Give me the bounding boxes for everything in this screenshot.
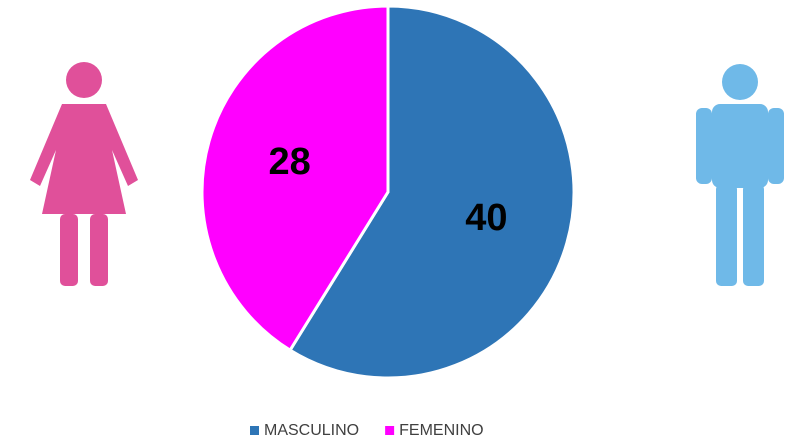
pie: 40 28 [200,4,576,380]
female-icon [30,62,138,286]
legend-label: FEMENINO [399,422,483,439]
legend-label: MASCULINO [264,422,359,439]
data-label: 28 [268,141,310,183]
legend-swatch [385,426,395,435]
pie-slice [200,4,390,353]
legend: MASCULINO FEMENINO [250,422,484,439]
legend-swatch [250,426,259,435]
data-label: 40 [465,197,507,239]
male-icon [696,64,784,286]
pie-slice [288,4,576,380]
